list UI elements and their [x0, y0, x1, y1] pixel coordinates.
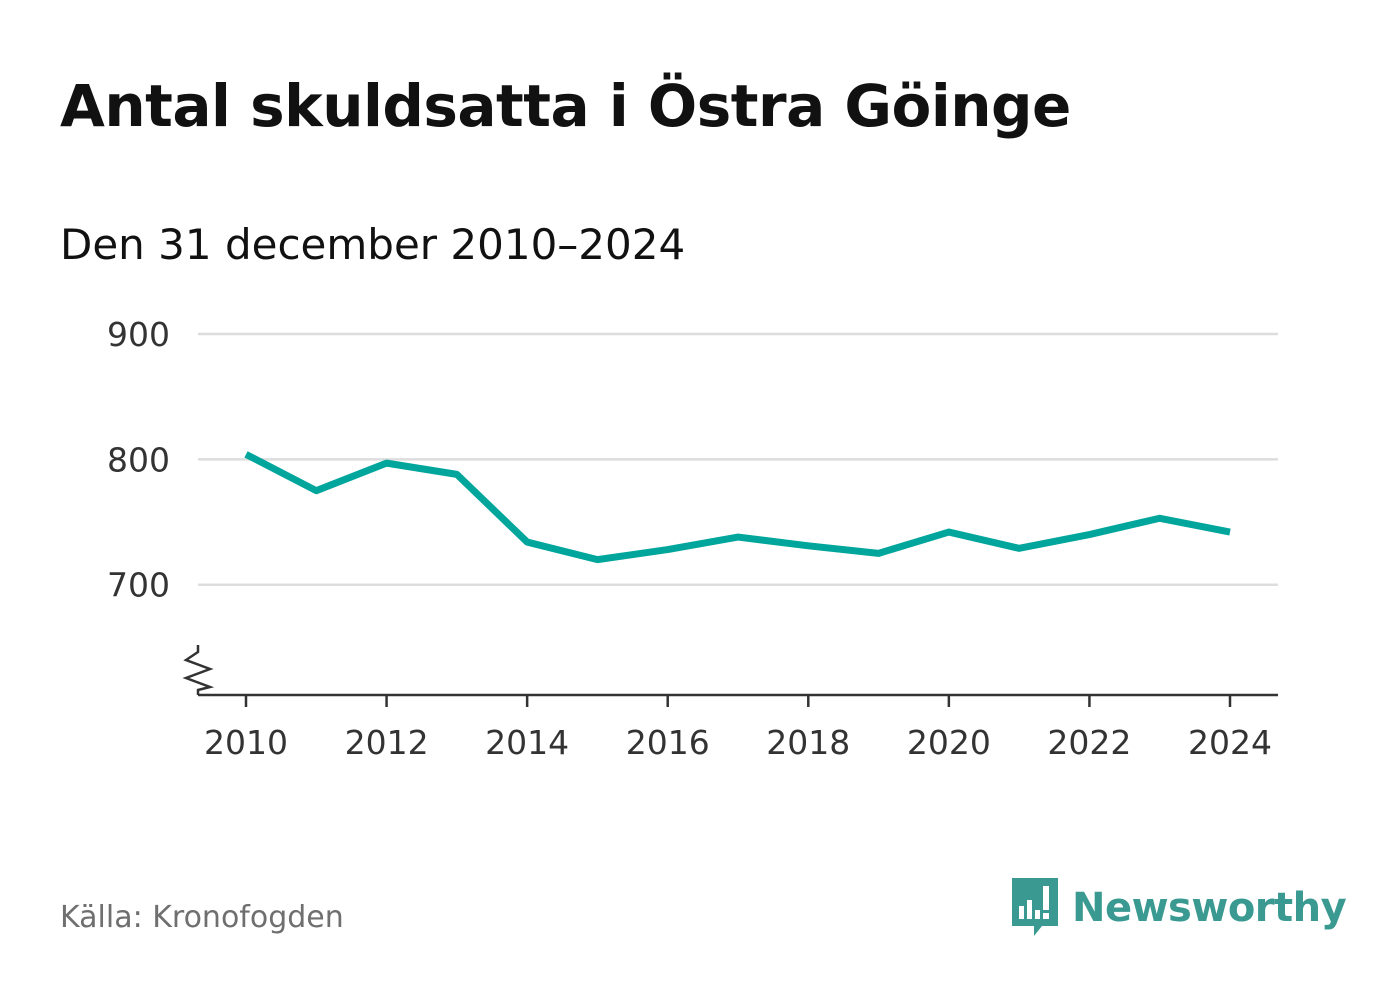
y-tick-label-800: 800 [107, 440, 170, 479]
data-point-2024 [1227, 529, 1234, 536]
data-point-2019 [875, 550, 882, 557]
series-line-0 [244, 451, 1231, 564]
data-point-2017 [735, 534, 742, 541]
data-point-2011 [313, 487, 320, 494]
chart-subtitle: Den 31 december 2010–2024 [60, 220, 686, 269]
x-tick-label-2022: 2022 [1047, 723, 1131, 762]
y-tick-label-900: 900 [107, 315, 170, 354]
data-point-2014 [524, 539, 531, 546]
x-tick-label-2014: 2014 [485, 723, 569, 762]
data-point-2015 [594, 556, 601, 563]
x-tick-label-2010: 2010 [204, 723, 288, 762]
data-point-2012 [383, 460, 390, 467]
data-point-2021 [1016, 545, 1023, 552]
data-point-2013 [453, 471, 460, 478]
data-point-2023 [1156, 515, 1163, 522]
y-axis-break [182, 645, 215, 695]
data-point-2022 [1086, 531, 1093, 538]
x-tick-label-2020: 2020 [907, 723, 991, 762]
x-tick-label-2024: 2024 [1188, 723, 1272, 762]
x-tick-label-2012: 2012 [345, 723, 429, 762]
x-tick-label-2018: 2018 [766, 723, 850, 762]
brand-name: Newsworthy [1072, 885, 1347, 931]
brand-logo: Newsworthy [1010, 876, 1347, 940]
chart-title: Antal skuldsatta i Östra Göinge [60, 72, 1071, 140]
y-tick-label-700: 700 [107, 566, 170, 605]
newsworthy-logo-icon [1012, 878, 1058, 936]
source-note: Källa: Kronofogden [60, 900, 344, 935]
data-point-2018 [805, 542, 812, 549]
data-point-2016 [664, 546, 671, 553]
x-tick-label-2016: 2016 [626, 723, 710, 762]
data-point-2020 [945, 529, 952, 536]
data-point-2010 [243, 451, 250, 458]
